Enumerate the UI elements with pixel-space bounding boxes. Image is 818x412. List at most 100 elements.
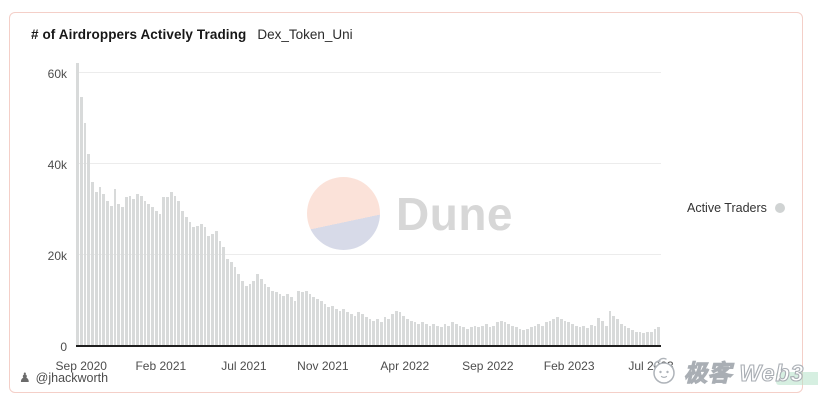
bar[interactable] [222, 247, 225, 345]
bar[interactable] [263, 284, 267, 345]
bar[interactable] [181, 211, 184, 345]
bar[interactable] [76, 63, 79, 345]
bar[interactable] [233, 267, 237, 345]
bar[interactable] [466, 329, 469, 345]
bar[interactable] [402, 316, 405, 345]
bar[interactable] [424, 324, 428, 345]
bar[interactable] [612, 316, 615, 345]
bar[interactable] [469, 327, 473, 345]
bar[interactable] [252, 281, 255, 345]
bar[interactable] [627, 328, 630, 345]
bar[interactable] [218, 241, 222, 345]
bar[interactable] [552, 319, 555, 345]
bar[interactable] [334, 309, 338, 345]
bar[interactable] [477, 327, 480, 345]
bar[interactable] [117, 204, 120, 345]
bar[interactable] [522, 330, 525, 345]
bar[interactable] [226, 259, 229, 345]
bar[interactable] [518, 329, 522, 345]
bar[interactable] [267, 287, 270, 345]
bar[interactable] [364, 317, 368, 345]
bar[interactable] [102, 194, 105, 345]
legend-active-traders[interactable]: Active Traders [687, 201, 785, 215]
bar[interactable] [481, 326, 484, 345]
bar[interactable] [87, 154, 90, 345]
bar[interactable] [349, 314, 353, 345]
bar[interactable] [361, 314, 364, 345]
bar[interactable] [173, 196, 177, 345]
bar[interactable] [132, 199, 135, 345]
bar[interactable] [259, 279, 263, 345]
bar[interactable] [604, 326, 608, 345]
bar[interactable] [237, 274, 240, 345]
bar[interactable] [387, 319, 390, 345]
bar[interactable] [533, 326, 537, 345]
bar[interactable] [199, 224, 203, 345]
bar[interactable] [394, 311, 398, 345]
bar[interactable] [574, 326, 578, 345]
bar[interactable] [184, 217, 188, 345]
bar[interactable] [436, 326, 439, 345]
bar[interactable] [248, 284, 252, 345]
bar[interactable] [301, 292, 304, 345]
bar[interactable] [623, 326, 627, 345]
bar[interactable] [432, 324, 435, 345]
bar[interactable] [274, 292, 278, 345]
bar[interactable] [79, 97, 83, 345]
bar[interactable] [151, 207, 154, 345]
bar[interactable] [593, 326, 597, 345]
bar[interactable] [192, 227, 195, 345]
bar[interactable] [391, 314, 394, 345]
bar[interactable] [447, 326, 450, 345]
bar[interactable] [169, 192, 173, 345]
bar[interactable] [556, 317, 559, 345]
bar[interactable] [537, 324, 540, 345]
bar[interactable] [548, 321, 552, 345]
bar[interactable] [649, 332, 653, 345]
bar[interactable] [443, 324, 447, 345]
bar[interactable] [241, 281, 244, 345]
bar[interactable] [653, 329, 657, 345]
bar[interactable] [571, 324, 574, 345]
bar[interactable] [406, 319, 409, 345]
bar[interactable] [304, 291, 308, 345]
bar[interactable] [331, 306, 334, 345]
bar[interactable] [616, 319, 619, 345]
bar[interactable] [507, 324, 510, 345]
bar[interactable] [289, 297, 293, 345]
bar[interactable] [608, 311, 612, 345]
bar[interactable] [158, 214, 162, 345]
bar[interactable] [529, 327, 533, 345]
bar[interactable] [541, 326, 544, 345]
bar[interactable] [271, 291, 274, 345]
bar[interactable] [496, 322, 499, 345]
bar[interactable] [177, 201, 180, 345]
bar[interactable] [83, 123, 87, 345]
bar[interactable] [582, 326, 585, 345]
bar[interactable] [578, 327, 582, 345]
bar[interactable] [94, 192, 98, 345]
bar[interactable] [634, 332, 638, 345]
bar[interactable] [619, 324, 623, 345]
bar[interactable] [106, 201, 109, 345]
bar[interactable] [439, 327, 443, 345]
bar[interactable] [162, 197, 165, 345]
bar[interactable] [109, 206, 113, 345]
bar[interactable] [338, 311, 342, 345]
bar[interactable] [166, 197, 169, 345]
bar[interactable] [282, 296, 285, 345]
bar[interactable] [657, 327, 660, 345]
bar[interactable] [244, 286, 248, 345]
bar[interactable] [188, 222, 192, 345]
bar[interactable] [357, 312, 360, 345]
bar[interactable] [409, 321, 413, 345]
bar[interactable] [458, 326, 462, 345]
bar[interactable] [492, 326, 495, 345]
bar[interactable] [417, 324, 420, 345]
bar[interactable] [147, 204, 150, 345]
bar[interactable] [154, 211, 158, 345]
bar[interactable] [203, 227, 207, 345]
bar[interactable] [98, 187, 102, 345]
bar[interactable] [511, 326, 514, 345]
bar[interactable] [278, 294, 282, 345]
